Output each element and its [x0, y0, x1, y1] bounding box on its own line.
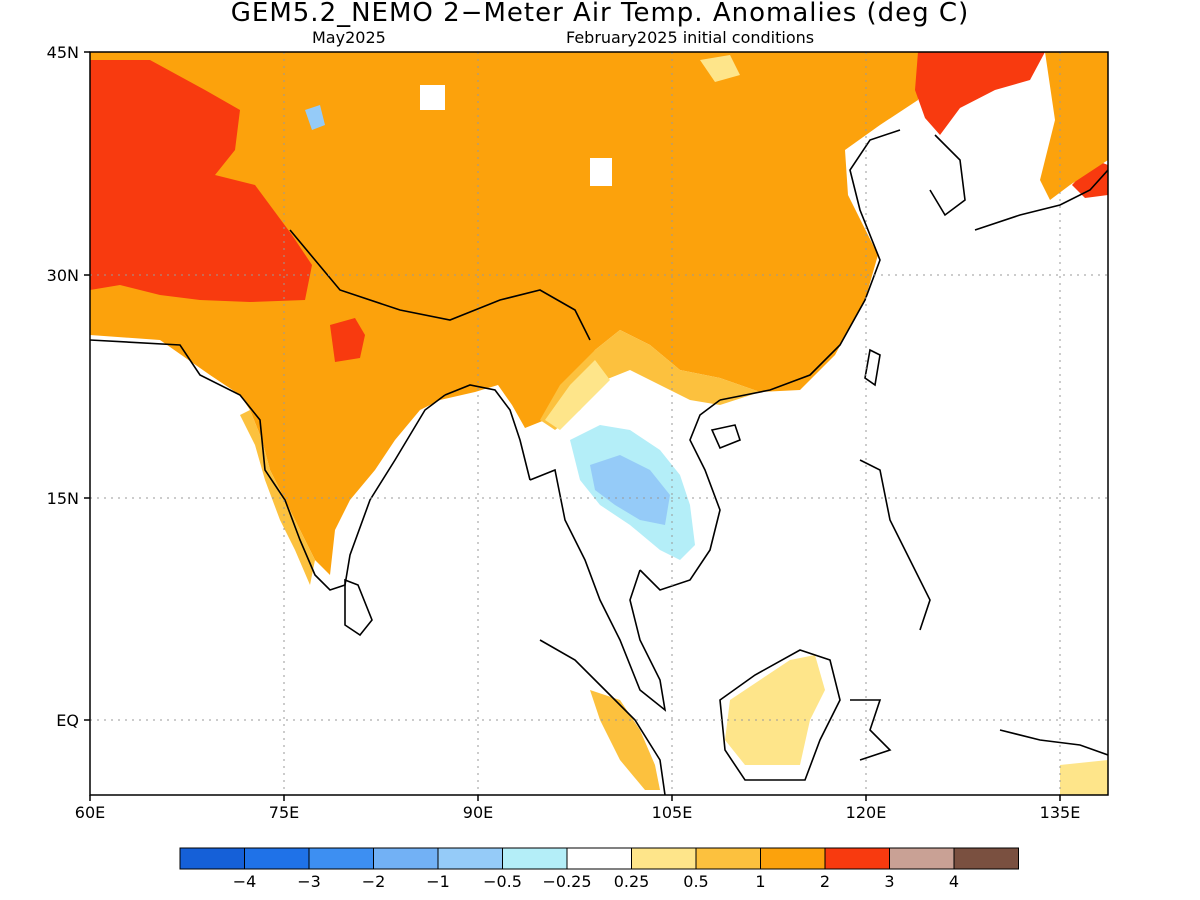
colorbar-swatch	[437, 847, 503, 870]
colorbar-label: 0.5	[683, 872, 708, 891]
map-frame	[89, 51, 1109, 796]
anomaly-region-0.5to1-india	[240, 410, 315, 585]
anomaly-region-0.25to0.5-mongolia	[700, 55, 740, 82]
coastline-japan	[974, 169, 1108, 231]
coastline-borneo	[719, 649, 841, 781]
anomaly-field	[90, 52, 1108, 795]
anomaly-region-0.25to0.5-indochina	[545, 360, 610, 430]
colorbar-label: −3	[297, 872, 321, 891]
colorbar-label: 1	[755, 872, 765, 891]
coastline-china-east	[719, 129, 901, 401]
lon-tick-label: 90E	[463, 803, 493, 822]
coastline-sulawesi	[850, 699, 892, 761]
anomaly-region-2to3-west	[90, 60, 312, 302]
coastlines	[90, 129, 1108, 795]
colorbar-swatch	[502, 847, 568, 870]
colorbar-swatch	[631, 847, 697, 870]
anomaly-region-0.25to0.5-sumatra	[590, 690, 660, 790]
lat-tick-label: 45N	[47, 43, 79, 62]
colorbar: −4 −3 −2 −1 −0.5 −0.25 0.25 0.5 1 2 3 4	[179, 847, 1019, 891]
coastline-philippines	[859, 459, 931, 631]
colorbar-swatch	[244, 847, 310, 870]
lon-tick-label: 75E	[269, 803, 299, 822]
gridlines	[90, 52, 1108, 795]
map-title: GEM5.2_NEMO 2−Meter Air Temp. Anomalies …	[230, 0, 970, 28]
lon-tick-label: 135E	[1040, 803, 1081, 822]
lat-tick-label: EQ	[56, 711, 79, 730]
colorbar-swatch	[308, 847, 374, 870]
colorbar-swatch	[824, 847, 890, 870]
anomaly-region-0.25to0.5-png	[1060, 760, 1108, 795]
lon-tick-label: 60E	[75, 803, 105, 822]
coastline-bangladesh	[444, 384, 531, 481]
anomaly-region-0.25to0.5-borneo	[725, 655, 825, 765]
border-himalaya	[289, 229, 591, 341]
colorbar-label: −1	[426, 872, 450, 891]
coastline-indochina	[639, 399, 721, 591]
colorbar-label: −0.5	[483, 872, 522, 891]
colorbar-label: 3	[884, 872, 894, 891]
coastline-korea	[929, 134, 966, 217]
colorbar-swatch	[889, 847, 955, 870]
coastline-srilanka	[344, 578, 373, 637]
colorbar-label: 4	[949, 872, 959, 891]
coastline-sumatra	[539, 639, 666, 795]
anomaly-region-0.5to1-south	[540, 330, 760, 430]
colorbar-swatch	[179, 847, 245, 870]
lon-tick-label: 105E	[652, 803, 693, 822]
anomaly-region-1to2	[90, 52, 920, 575]
colorbar-label: 2	[820, 872, 830, 891]
colorbar-label: 0.25	[614, 872, 650, 891]
tick-marks	[84, 51, 1061, 801]
forecast-month: May2025	[312, 28, 386, 47]
missing-data-block	[420, 85, 445, 110]
colorbar-swatch	[566, 847, 632, 870]
missing-data-block	[590, 158, 612, 186]
coastline-hainan	[710, 424, 741, 450]
anomaly-region-2to3-japan	[1072, 160, 1108, 198]
anomaly-region-2to3-india	[330, 318, 365, 362]
anomaly-region-1to2-japan	[1040, 52, 1108, 200]
colorbar-swatch	[953, 847, 1019, 870]
lat-tick-label: 15N	[47, 489, 79, 508]
coastline-png	[999, 729, 1108, 756]
colorbar-swatch	[760, 847, 826, 870]
anomaly-region-2to3-korea	[915, 52, 1045, 135]
colorbar-label: −4	[233, 872, 257, 891]
colorbar-label: −2	[362, 872, 386, 891]
lat-tick-label: 30N	[47, 266, 79, 285]
colorbar-label: −0.25	[542, 872, 591, 891]
anomaly-region-cold-kyrgyz	[305, 105, 325, 130]
initial-conditions-label: February2025 initial conditions	[566, 28, 815, 47]
coastline-india	[90, 339, 446, 591]
colorbar-swatch	[373, 847, 439, 870]
anomaly-region-cold-core	[590, 455, 670, 525]
lon-tick-label: 120E	[846, 803, 887, 822]
coastline-myanmar-malay	[529, 468, 667, 712]
coastline-taiwan	[864, 348, 881, 387]
colorbar-swatch	[695, 847, 761, 870]
